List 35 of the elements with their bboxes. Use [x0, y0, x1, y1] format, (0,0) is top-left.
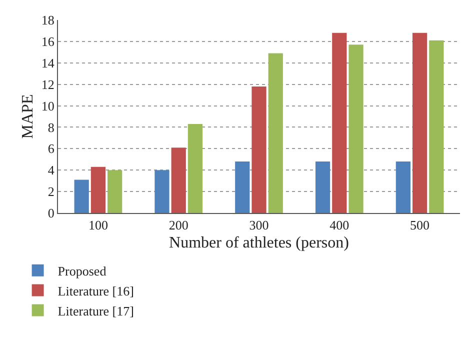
x-tick-label: 200 — [168, 218, 188, 233]
bar — [268, 53, 283, 213]
bar — [396, 162, 410, 213]
y-tick-label: 4 — [48, 162, 55, 178]
y-tick-label: 18 — [41, 12, 54, 28]
bar — [332, 32, 347, 213]
bar — [90, 166, 106, 213]
legend-label: Literature [17] — [58, 303, 134, 318]
y-tick-label: 14 — [41, 55, 55, 70]
x-tick-label: 100 — [88, 218, 108, 233]
bar — [235, 162, 250, 213]
x-tick-label: 500 — [410, 218, 430, 233]
y-tick-label: 0 — [48, 206, 54, 221]
y-tick-label: 12 — [41, 76, 54, 92]
bar — [188, 124, 203, 213]
y-tick-label: 16 — [41, 34, 55, 49]
bar — [315, 162, 330, 213]
y-tick-label: 10 — [41, 98, 54, 114]
bar — [348, 44, 364, 213]
bar — [429, 40, 444, 213]
bar — [108, 170, 122, 213]
x-tick-label: 300 — [249, 218, 269, 233]
y-tick-label: 6 — [48, 141, 55, 156]
bar — [252, 86, 266, 213]
y-axis-title: MAPE — [19, 94, 36, 139]
legend-label: Literature [16] — [58, 283, 134, 298]
bar — [412, 32, 428, 213]
bar — [171, 148, 186, 213]
legend-label: Proposed — [58, 263, 107, 278]
y-tick-label: 8 — [48, 120, 54, 135]
bar — [74, 180, 89, 213]
x-axis-title: Number of athletes (person) — [169, 234, 349, 252]
bar — [154, 170, 170, 213]
x-tick-label: 400 — [330, 218, 350, 233]
y-tick-label: 2 — [48, 184, 54, 200]
